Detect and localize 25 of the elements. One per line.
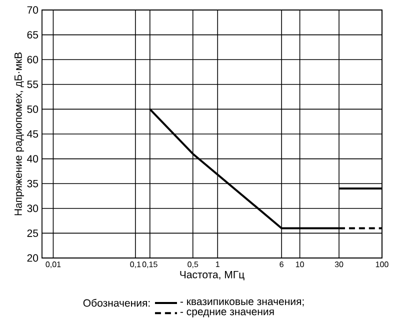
y-tick-label: 35: [27, 180, 38, 188]
y-tick-label: 25: [27, 229, 38, 237]
y-tick-label: 70: [27, 6, 38, 14]
x-tick-label: 10: [296, 262, 304, 268]
y-tick-label: 65: [27, 31, 38, 39]
x-tick-label: 0,15: [142, 262, 158, 268]
x-tick-label: 0,1: [130, 262, 141, 268]
x-axis-title: Частота, МГц: [180, 270, 244, 280]
x-tick-label: 0,01: [46, 262, 61, 268]
legend-title: Обозначения:: [83, 298, 150, 307]
legend-label: - средние значения: [180, 310, 274, 318]
y-tick-label: 30: [27, 204, 38, 212]
y-tick-label: 45: [27, 130, 38, 138]
x-tick-label: 0,5: [188, 262, 198, 268]
y-tick-label: 40: [27, 155, 38, 163]
x-tick-label: 1: [216, 262, 220, 268]
y-tick-label: 55: [27, 80, 38, 88]
y-tick-label: 50: [27, 105, 38, 113]
y-axis-title: Напряжение радиопомех, дБ·мкВ: [14, 52, 24, 216]
y-tick-label: 20: [27, 254, 38, 262]
legend-label: - квазипиковые значения;: [180, 299, 304, 306]
x-tick-label: 6: [280, 262, 284, 268]
x-tick-label: 100: [376, 262, 388, 268]
y-tick-label: 60: [27, 56, 38, 64]
x-tick-label: 30: [334, 262, 344, 268]
